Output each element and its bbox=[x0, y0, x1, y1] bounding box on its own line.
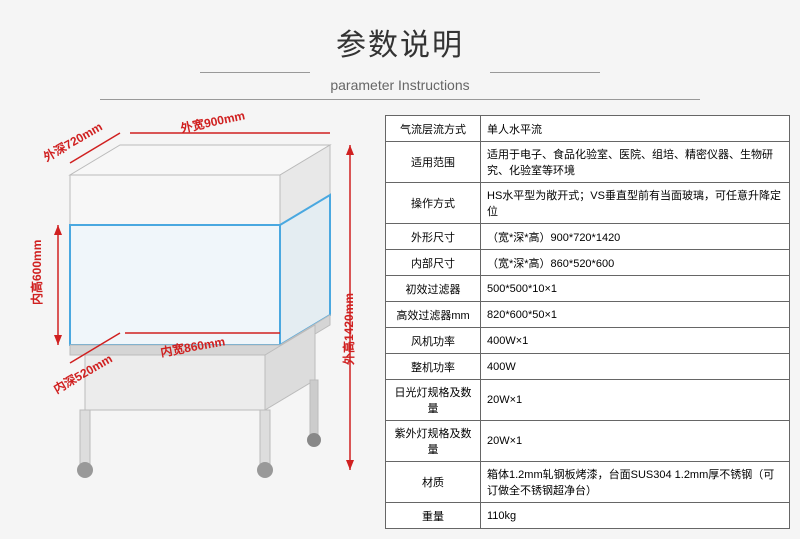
spec-label: 内部尺寸 bbox=[386, 250, 481, 276]
spec-value: 20W×1 bbox=[481, 421, 790, 462]
spec-label: 整机功率 bbox=[386, 354, 481, 380]
spec-value: （宽*深*高）860*520*600 bbox=[481, 250, 790, 276]
spec-value: 400W×1 bbox=[481, 328, 790, 354]
spec-value: 400W bbox=[481, 354, 790, 380]
title-chinese: 参数说明 bbox=[0, 20, 800, 64]
spec-label: 适用范围 bbox=[386, 142, 481, 183]
table-row: 操作方式HS水平型为敞开式；VS垂直型前有当面玻璃，可任意升降定位 bbox=[386, 183, 790, 224]
spec-value: 箱体1.2mm轧钢板烤漆，台面SUS304 1.2mm厚不锈钢（可订做全不锈钢超… bbox=[481, 462, 790, 503]
spec-value: 适用于电子、食品化验室、医院、组培、精密仪器、生物研究、化验室等环境 bbox=[481, 142, 790, 183]
spec-label: 外形尺寸 bbox=[386, 224, 481, 250]
table-row: 材质箱体1.2mm轧钢板烤漆，台面SUS304 1.2mm厚不锈钢（可订做全不锈… bbox=[386, 462, 790, 503]
spec-label: 初效过滤器 bbox=[386, 276, 481, 302]
divider-row bbox=[0, 72, 800, 73]
divider-left bbox=[200, 72, 310, 73]
spec-value: HS水平型为敞开式；VS垂直型前有当面玻璃，可任意升降定位 bbox=[481, 183, 790, 224]
dim-outer-height: 外高1420mm bbox=[340, 293, 357, 365]
table-row: 整机功率400W bbox=[386, 354, 790, 380]
table-row: 初效过滤器500*500*10×1 bbox=[386, 276, 790, 302]
dim-inner-height: 内高600mm bbox=[28, 240, 45, 305]
spec-value: （宽*深*高）900*720*1420 bbox=[481, 224, 790, 250]
spec-value: 500*500*10×1 bbox=[481, 276, 790, 302]
spec-value: 单人水平流 bbox=[481, 116, 790, 142]
spec-label: 紫外灯规格及数量 bbox=[386, 421, 481, 462]
spec-table-wrap: 气流层流方式单人水平流适用范围适用于电子、食品化验室、医院、组培、精密仪器、生物… bbox=[380, 115, 790, 529]
page: 参数说明 parameter Instructions bbox=[0, 0, 800, 522]
spec-label: 高效过滤器mm bbox=[386, 302, 481, 328]
table-row: 高效过滤器mm820*600*50×1 bbox=[386, 302, 790, 328]
spec-value: 20W×1 bbox=[481, 380, 790, 421]
table-row: 内部尺寸（宽*深*高）860*520*600 bbox=[386, 250, 790, 276]
spec-label: 风机功率 bbox=[386, 328, 481, 354]
header: 参数说明 parameter Instructions bbox=[0, 0, 800, 100]
product-figure: 外深720mm 外宽900mm 内高600mm 内深520mm 内宽860mm … bbox=[10, 115, 380, 495]
table-row: 气流层流方式单人水平流 bbox=[386, 116, 790, 142]
title-english: parameter Instructions bbox=[0, 77, 800, 93]
table-row: 风机功率400W×1 bbox=[386, 328, 790, 354]
table-row: 紫外灯规格及数量20W×1 bbox=[386, 421, 790, 462]
spec-label: 操作方式 bbox=[386, 183, 481, 224]
table-row: 外形尺寸（宽*深*高）900*720*1420 bbox=[386, 224, 790, 250]
cabinet-svg bbox=[10, 115, 380, 495]
spec-label: 材质 bbox=[386, 462, 481, 503]
table-row: 适用范围适用于电子、食品化验室、医院、组培、精密仪器、生物研究、化验室等环境 bbox=[386, 142, 790, 183]
table-row: 重量110kg bbox=[386, 503, 790, 529]
spec-label: 日光灯规格及数量 bbox=[386, 380, 481, 421]
spec-label: 气流层流方式 bbox=[386, 116, 481, 142]
content-row: 外深720mm 外宽900mm 内高600mm 内深520mm 内宽860mm … bbox=[0, 100, 800, 539]
divider-right bbox=[490, 72, 600, 73]
spec-value: 110kg bbox=[481, 503, 790, 529]
spec-label: 重量 bbox=[386, 503, 481, 529]
spec-value: 820*600*50×1 bbox=[481, 302, 790, 328]
spec-table: 气流层流方式单人水平流适用范围适用于电子、食品化验室、医院、组培、精密仪器、生物… bbox=[385, 115, 790, 529]
table-row: 日光灯规格及数量20W×1 bbox=[386, 380, 790, 421]
